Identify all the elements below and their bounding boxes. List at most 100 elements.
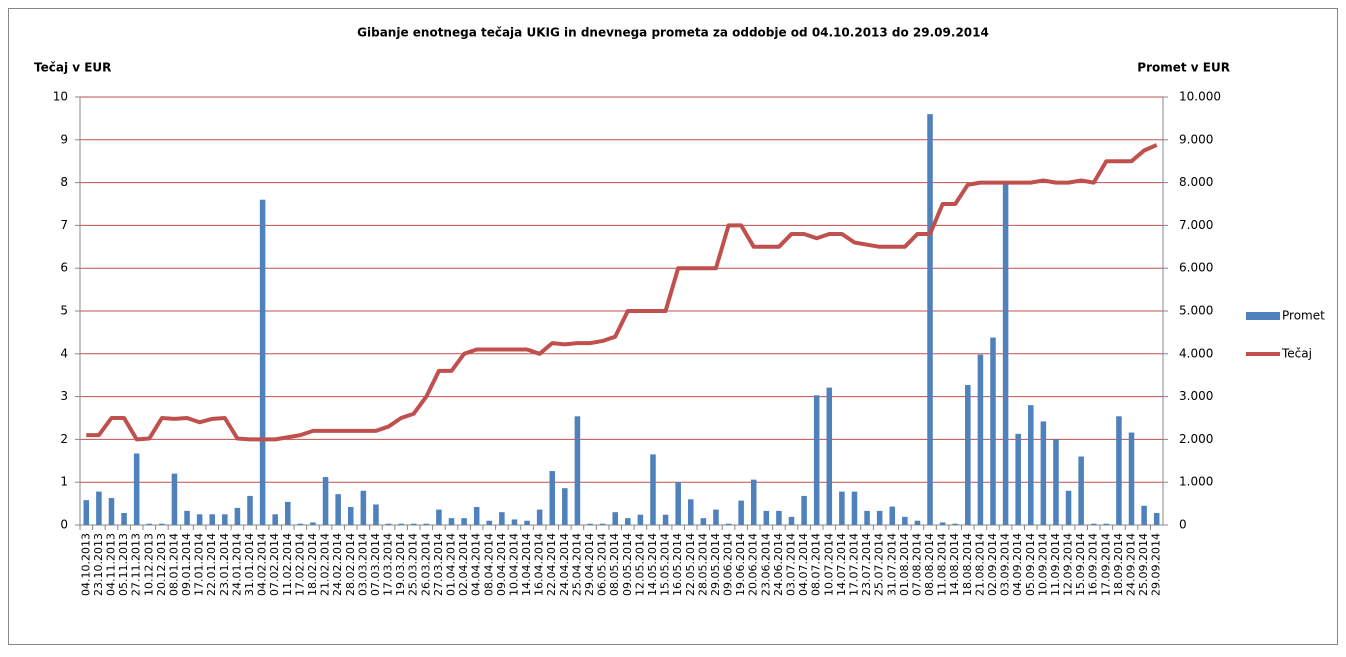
x-tick-label: 14.05.2014	[646, 533, 659, 596]
bar	[234, 507, 241, 525]
x-tick-label: 01.08.2014	[898, 533, 911, 596]
bar	[536, 509, 543, 525]
bar	[939, 522, 946, 525]
x-tick-label: 18.02.2014	[306, 533, 319, 596]
x-tick-label: 03.09.2014	[999, 533, 1012, 596]
x-tick-label: 02.04.2014	[457, 533, 470, 596]
bar	[272, 514, 278, 525]
bar	[750, 479, 757, 525]
x-tick-label: 29.05.2014	[709, 533, 722, 596]
x-tick-label: 21.08.2014	[973, 533, 986, 596]
x-tick-label: 10.09.2014	[1036, 533, 1049, 596]
bar	[587, 523, 593, 525]
x-tick-label: 19.06.2014	[734, 533, 747, 596]
x-tick-label: 16.04.2014	[533, 533, 546, 596]
bar	[461, 518, 467, 525]
bar	[133, 453, 140, 525]
x-tick-label: 27.11.2013	[130, 533, 143, 596]
bar	[373, 504, 379, 525]
bar	[486, 520, 493, 525]
legend-swatch	[1246, 312, 1280, 320]
bar	[801, 495, 807, 525]
bar	[398, 523, 404, 525]
x-tick-label: 04.09.2014	[1011, 533, 1024, 596]
x-tick-label: 04.10.2013	[79, 533, 92, 596]
x-tick-label: 28.02.2014	[344, 533, 357, 596]
x-tick-label: 03.07.2014	[785, 533, 798, 596]
bar	[1090, 523, 1097, 525]
bar	[927, 114, 933, 526]
bar	[1141, 505, 1147, 525]
x-tick-label: 05.11.2013	[117, 533, 130, 596]
bar	[914, 520, 921, 525]
x-tick-label: 22.04.2014	[545, 533, 558, 596]
bar	[159, 523, 165, 525]
bar	[121, 513, 127, 525]
bar	[511, 519, 518, 525]
x-tick-label: 12.09.2014	[1062, 533, 1075, 596]
bar	[335, 494, 341, 525]
bar	[1153, 513, 1160, 525]
x-tick-label: 19.03.2014	[394, 533, 407, 596]
bar	[423, 523, 430, 525]
x-tick-label: 11.09.2014	[1049, 533, 1062, 596]
bar	[1053, 439, 1059, 525]
x-tick-label: 09.06.2014	[722, 533, 735, 596]
x-tick-label: 25.04.2014	[570, 533, 583, 596]
bar	[297, 523, 304, 525]
y2-tick-label: 3.000	[1179, 389, 1213, 403]
bar	[146, 523, 153, 525]
x-tick-label: 20.06.2014	[747, 533, 760, 596]
bar	[612, 512, 618, 525]
bar	[171, 473, 178, 525]
x-tick-label: 10.12.2013	[142, 533, 155, 596]
x-tick-label: 25.07.2014	[873, 533, 886, 596]
x-tick-label: 02.09.2014	[986, 533, 999, 596]
bar	[524, 520, 530, 525]
bar	[436, 509, 442, 525]
x-tick-label: 23.01.2014	[218, 533, 231, 596]
x-tick-label: 24.02.2014	[331, 533, 344, 596]
bar	[499, 512, 505, 525]
bar	[96, 491, 102, 525]
bar	[322, 477, 329, 525]
x-tick-label: 05.09.2014	[1024, 533, 1037, 596]
x-tick-label: 12.05.2014	[633, 533, 646, 596]
bar	[108, 498, 115, 525]
bar	[310, 522, 316, 525]
bar	[788, 516, 795, 525]
x-tick-label: 24.04.2014	[558, 533, 571, 596]
bar	[763, 510, 770, 525]
x-tick-label: 24.01.2014	[230, 533, 243, 596]
bar	[1078, 456, 1084, 525]
bar	[448, 518, 455, 525]
y2-tick-label: 9.000	[1179, 132, 1213, 146]
bar	[196, 514, 203, 525]
bar	[851, 491, 858, 525]
y-tick-label: 9	[60, 132, 68, 146]
bar	[1028, 405, 1034, 525]
x-tick-label: 17.02.2014	[293, 533, 306, 596]
bar	[776, 510, 782, 525]
bar	[637, 514, 644, 525]
x-tick-label: 17.01.2014	[193, 533, 206, 596]
bar	[650, 454, 656, 525]
bar	[977, 354, 984, 525]
x-tick-label: 29.04.2014	[583, 533, 596, 596]
x-tick-label: 22.05.2014	[684, 533, 697, 596]
x-tick-label: 08.01.2014	[167, 533, 180, 596]
bar	[738, 500, 744, 525]
bar	[473, 507, 480, 525]
bar	[725, 523, 732, 525]
x-tick-label: 03.03.2014	[356, 533, 369, 596]
bar	[184, 510, 190, 525]
bar	[1116, 416, 1122, 525]
bar	[876, 510, 883, 525]
x-tick-label: 28.05.2014	[696, 533, 709, 596]
bar	[83, 500, 90, 525]
x-tick-label: 09.04.2014	[495, 533, 508, 596]
bar	[247, 495, 253, 525]
x-tick-label: 15.09.2014	[1074, 533, 1087, 596]
y2-tick-label: 6.000	[1179, 261, 1213, 275]
